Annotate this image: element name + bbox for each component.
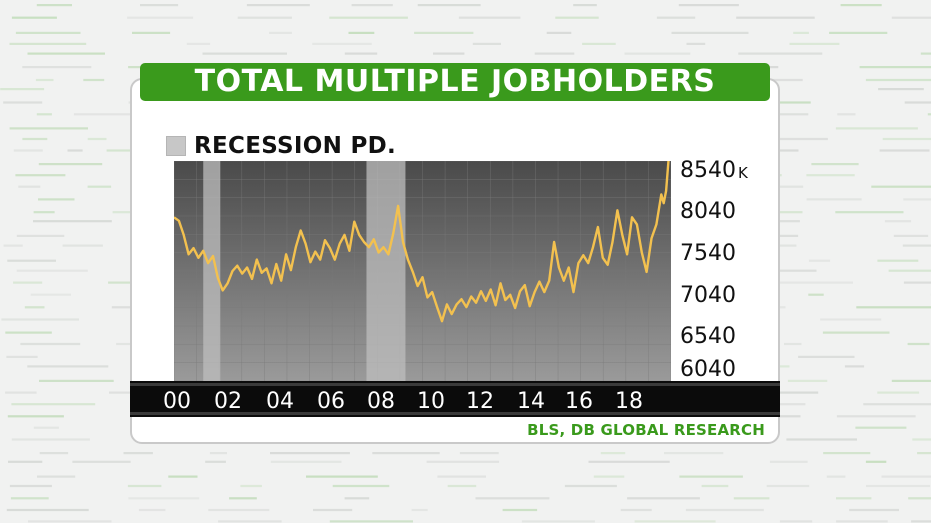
x-tick-label: 06: [317, 389, 345, 414]
y-tick-label: 8040: [680, 199, 736, 224]
multiple-jobholders-line: [174, 161, 670, 323]
plot-area: [174, 161, 671, 381]
y-unit-label: K: [738, 164, 748, 182]
x-tick-label: 08: [367, 389, 395, 414]
y-tick-label: 7040: [680, 283, 736, 308]
x-tick-label: 18: [615, 389, 643, 414]
x-tick-label: 16: [565, 389, 593, 414]
x-axis-band: [130, 381, 780, 417]
y-tick-label: 6540: [680, 324, 736, 349]
chart-title: TOTAL MULTIPLE JOBHOLDERS: [140, 63, 770, 101]
recession-legend-label: RECESSION PD.: [194, 133, 397, 159]
legend: RECESSION PD.: [166, 133, 396, 159]
y-tick-label: 6040: [680, 357, 736, 382]
x-tick-label: 02: [214, 389, 242, 414]
x-tick-label: 12: [466, 389, 494, 414]
recession-band: [203, 161, 221, 381]
recession-legend-swatch: [166, 136, 186, 156]
x-tick-label: 14: [517, 389, 545, 414]
y-tick-label: 7540: [680, 241, 736, 266]
y-tick-label: 8540: [680, 158, 736, 183]
x-tick-label: 04: [266, 389, 294, 414]
x-tick-label: 00: [163, 389, 191, 414]
recession-band: [366, 161, 406, 381]
source-credit: BLS, DB GLOBAL RESEARCH: [527, 421, 765, 439]
x-tick-label: 10: [417, 389, 445, 414]
